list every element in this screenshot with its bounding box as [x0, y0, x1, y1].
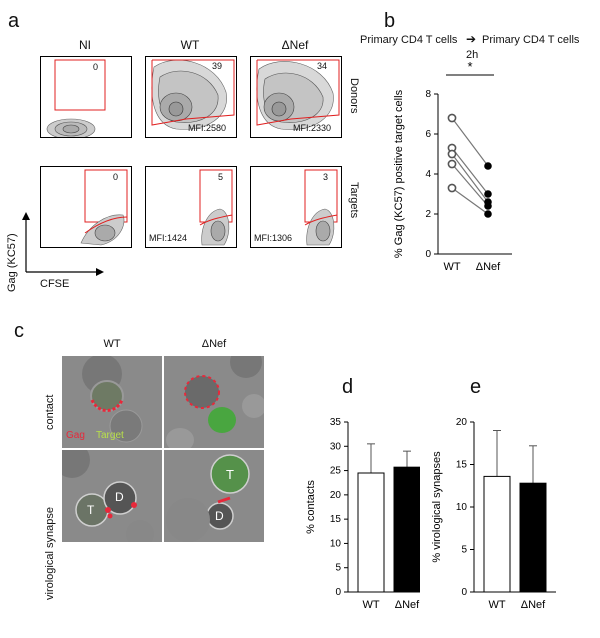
wt-point	[447, 113, 457, 123]
micrograph-nef-synapse: T D	[164, 450, 264, 542]
y-tick-label: 20	[456, 417, 468, 428]
y-tick-label: 4	[425, 169, 431, 180]
facs-plot-target-ni: 0	[40, 166, 132, 248]
y-tick-label: 30	[330, 441, 342, 452]
gate-value: 34	[317, 61, 328, 71]
nef-point	[484, 190, 492, 198]
y-tick-label: 10	[456, 502, 468, 513]
y-tick-label: 15	[330, 514, 342, 525]
cell-label-d: D	[215, 509, 224, 523]
row-label-synapse: virological synapse	[44, 507, 56, 600]
y-tick-label: 25	[330, 466, 342, 477]
y-tick-label: 20	[330, 490, 342, 501]
gate-value: 0	[113, 172, 119, 182]
row-label-donors: Donors	[348, 78, 360, 114]
panel-c-col-nef: ΔNef	[201, 338, 227, 350]
col-title-wt: WT	[180, 38, 200, 52]
bar-nef	[393, 466, 420, 593]
y-tick-label: 8	[425, 89, 431, 100]
x-tick-label: WT	[362, 599, 379, 611]
x-tick-label: ΔNef	[521, 599, 546, 611]
bar-wt	[483, 475, 511, 593]
gate-value: 5	[218, 172, 224, 182]
y-tick-label: 15	[456, 460, 468, 471]
x-tick-label: WT	[443, 261, 460, 273]
panel-d-letter: d	[342, 376, 354, 398]
cell-label-t: T	[226, 467, 234, 482]
chart-e: 0 5 10 15 20 WT ΔNef % virological synapses	[431, 417, 556, 611]
facs-plot-target-wt: 5 MFI:1424	[145, 166, 237, 248]
y-tick-label: 0	[461, 587, 467, 598]
pair-line	[451, 117, 489, 167]
y-axis-label: % Gag (KC57) positive target cells	[393, 89, 405, 258]
panel-c-col-wt: WT	[103, 338, 121, 350]
col-title-nef: ΔNef	[281, 38, 309, 52]
y-tick-label: 0	[425, 249, 431, 260]
chart-d: 0 5 10 15 20 25 30 35 WT ΔNef % contacts	[305, 417, 420, 611]
mfi-value: MFI:2580	[188, 123, 227, 133]
significance-star: *	[467, 60, 472, 74]
panel-b-header-right: Primary CD4 T cells	[482, 34, 580, 46]
facs-axis-arrows	[22, 212, 104, 276]
row-label-targets: Targets	[348, 182, 360, 219]
axis-label-gag: Gag (KC57)	[6, 233, 18, 292]
y-tick-label: 5	[461, 545, 467, 556]
axis-label-cfse: CFSE	[40, 278, 70, 290]
y-tick-label: 10	[330, 538, 342, 549]
pair-line	[451, 147, 489, 195]
y-tick-label: 5	[335, 563, 341, 574]
chart-b: 0 2 4 6 8 WT ΔNef * % Gag (KC57) positive target…	[393, 60, 512, 273]
wt-point	[447, 149, 457, 159]
panel-a-letter: a	[8, 10, 20, 32]
x-tick-label: WT	[488, 599, 505, 611]
legend-gag: Gag	[66, 430, 85, 441]
micrograph-nef-contact	[164, 356, 264, 448]
y-axis-label: % contacts	[305, 480, 317, 534]
panel-c-letter: c	[14, 320, 24, 342]
gate-value: 0	[93, 62, 99, 72]
wt-point	[447, 183, 457, 193]
nef-point	[484, 202, 492, 210]
y-tick-label: 35	[330, 417, 342, 428]
panel-b-header-left: Primary CD4 T cells	[360, 34, 458, 46]
cell-label-t: T	[87, 503, 95, 517]
facs-plot-target-nef: 3 MFI:1306	[250, 166, 342, 248]
col-title-ni: NI	[79, 38, 91, 52]
bar-nef	[519, 482, 547, 593]
micrograph-wt-contact: Gag Target	[62, 356, 162, 448]
panel-b-header-time: 2h	[466, 49, 479, 61]
nef-point	[484, 210, 492, 218]
legend-target: Target	[96, 430, 124, 441]
facs-plot-donor-nef: 34 MFI:2330	[250, 56, 342, 138]
y-tick-label: 0	[335, 587, 341, 598]
panel-b-letter: b	[384, 10, 396, 32]
x-tick-label: ΔNef	[476, 261, 501, 273]
facs-plot-donor-wt: 39 MFI:2580	[145, 56, 237, 138]
pair-line	[451, 187, 489, 215]
pair-line	[451, 163, 489, 207]
facs-plot-donor-ni: 0	[40, 56, 132, 138]
cell-label-d: D	[115, 490, 124, 504]
bar-wt	[357, 472, 385, 593]
gate-value: 3	[323, 172, 329, 182]
nef-point	[484, 162, 492, 170]
mfi-value: MFI:1424	[149, 233, 188, 243]
mfi-value: MFI:2330	[293, 123, 332, 133]
x-tick-label: ΔNef	[395, 599, 420, 611]
y-tick-label: 2	[425, 209, 431, 220]
pair-line	[451, 153, 489, 203]
y-tick-label: 6	[425, 129, 431, 140]
mfi-value: MFI:1306	[254, 233, 293, 243]
row-label-contact: contact	[44, 394, 56, 430]
micrograph-wt-synapse: T D	[62, 450, 162, 542]
panel-e-letter: e	[470, 376, 482, 398]
wt-point	[447, 159, 457, 169]
y-axis-label: % virological synapses	[431, 451, 443, 563]
gate-value: 39	[212, 61, 223, 71]
arrow-icon: ➔	[466, 32, 477, 46]
